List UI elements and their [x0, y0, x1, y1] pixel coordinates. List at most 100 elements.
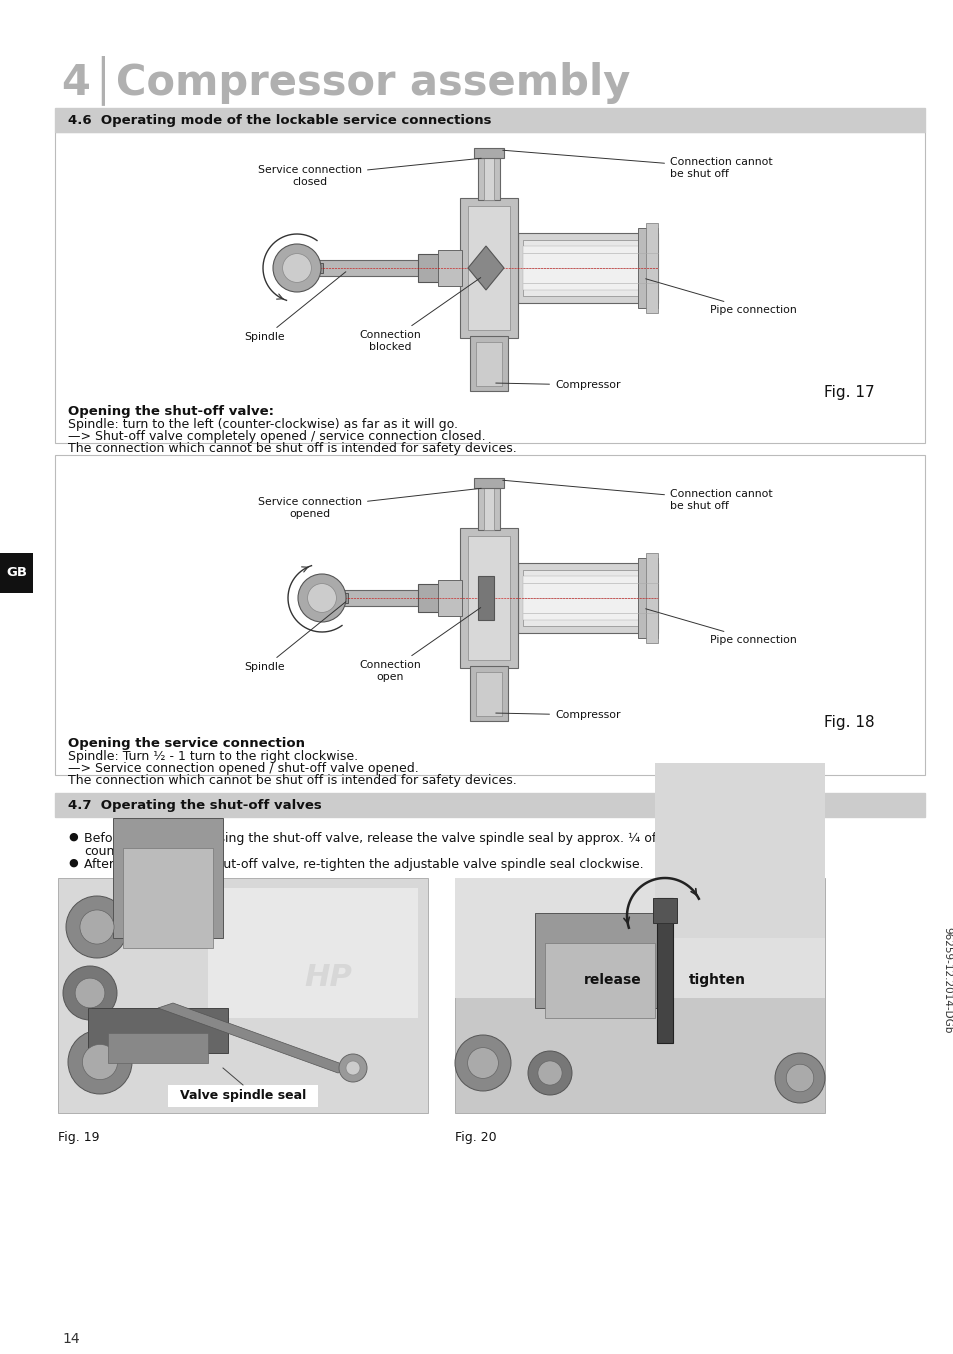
- Circle shape: [455, 1034, 511, 1091]
- Bar: [470, 666, 507, 720]
- Circle shape: [66, 896, 128, 959]
- Bar: [638, 558, 658, 638]
- Bar: [645, 552, 658, 643]
- Text: Service connection
opened: Service connection opened: [257, 489, 480, 519]
- Text: Spindle: Spindle: [244, 272, 346, 343]
- Text: 4.7  Operating the shut-off valves: 4.7 Operating the shut-off valves: [68, 799, 321, 812]
- Circle shape: [82, 1044, 117, 1079]
- Bar: [535, 913, 664, 1007]
- Bar: [483, 150, 494, 200]
- Text: Opening the shut-off valve:: Opening the shut-off valve:: [68, 405, 274, 418]
- Bar: [477, 158, 499, 200]
- Polygon shape: [158, 1003, 353, 1072]
- Bar: [517, 563, 658, 634]
- Bar: [638, 227, 658, 307]
- Bar: [522, 570, 652, 626]
- Bar: [88, 1007, 228, 1053]
- Text: Compressor: Compressor: [496, 709, 619, 720]
- Bar: [476, 672, 501, 716]
- Text: Connection
blocked: Connection blocked: [358, 278, 480, 352]
- Bar: [645, 223, 658, 313]
- Text: Fig. 17: Fig. 17: [823, 385, 874, 399]
- Bar: [468, 536, 510, 659]
- Bar: [652, 898, 677, 923]
- Text: Before opening or closing the shut-off valve, release the valve spindle seal by : Before opening or closing the shut-off v…: [84, 831, 697, 845]
- Text: Fig. 19: Fig. 19: [58, 1131, 99, 1144]
- Text: 4│Compressor assembly: 4│Compressor assembly: [62, 56, 630, 104]
- Text: tighten: tighten: [688, 974, 744, 987]
- Text: Spindle: Spindle: [244, 601, 346, 672]
- Bar: [517, 233, 658, 303]
- Text: Connection cannot
be shut off: Connection cannot be shut off: [502, 481, 772, 510]
- Circle shape: [527, 1051, 572, 1095]
- Text: Connection
open: Connection open: [358, 608, 480, 681]
- Text: Service connection
closed: Service connection closed: [257, 158, 480, 187]
- Bar: [470, 336, 507, 391]
- Text: GB: GB: [6, 566, 27, 580]
- Circle shape: [273, 244, 320, 292]
- Bar: [437, 250, 461, 286]
- Text: 4.6  Operating mode of the lockable service connections: 4.6 Operating mode of the lockable servi…: [68, 114, 491, 127]
- Bar: [208, 888, 417, 1018]
- Bar: [483, 481, 494, 529]
- Bar: [55, 793, 924, 816]
- Circle shape: [346, 1062, 359, 1075]
- Circle shape: [338, 1053, 367, 1082]
- Text: —> Service connection opened / shut-off valve opened.: —> Service connection opened / shut-off …: [68, 762, 418, 774]
- Circle shape: [75, 978, 105, 1007]
- Bar: [123, 848, 213, 948]
- Bar: [474, 148, 503, 158]
- Bar: [417, 584, 459, 612]
- Bar: [455, 877, 824, 1113]
- Circle shape: [282, 253, 311, 283]
- Bar: [474, 478, 503, 487]
- Bar: [417, 255, 459, 282]
- Text: The connection which cannot be shut off is intended for safety devices.: The connection which cannot be shut off …: [68, 441, 517, 455]
- Bar: [168, 1085, 317, 1108]
- Circle shape: [785, 1064, 813, 1091]
- Bar: [112, 818, 223, 938]
- Text: Fig. 18: Fig. 18: [823, 715, 874, 730]
- Circle shape: [774, 1053, 824, 1104]
- Text: HP: HP: [304, 964, 352, 992]
- Text: ●: ●: [68, 831, 77, 842]
- Text: release: release: [583, 974, 641, 987]
- Bar: [455, 877, 824, 998]
- Text: counter-clockwise.: counter-clockwise.: [84, 845, 200, 858]
- Circle shape: [63, 965, 117, 1020]
- Circle shape: [297, 574, 346, 621]
- Text: 14: 14: [62, 1332, 79, 1346]
- Circle shape: [80, 910, 114, 944]
- Bar: [477, 487, 499, 529]
- Bar: [0, 552, 33, 593]
- Bar: [330, 590, 459, 607]
- Text: 96259-12.2014-DGb: 96259-12.2014-DGb: [941, 926, 951, 1033]
- Bar: [476, 343, 501, 386]
- Text: Spindle: turn to the left (counter-clockwise) as far as it will go.: Spindle: turn to the left (counter-clock…: [68, 418, 457, 431]
- Bar: [330, 593, 348, 603]
- Bar: [459, 198, 517, 338]
- Circle shape: [467, 1048, 497, 1078]
- Circle shape: [68, 1030, 132, 1094]
- Bar: [55, 131, 924, 443]
- Bar: [544, 942, 655, 1018]
- Text: Compressor: Compressor: [496, 380, 619, 390]
- Text: Connection cannot
be shut off: Connection cannot be shut off: [502, 150, 772, 179]
- Text: —> Shut-off valve completely opened / service connection closed.: —> Shut-off valve completely opened / se…: [68, 431, 485, 443]
- Text: Fig. 20: Fig. 20: [455, 1131, 497, 1144]
- Bar: [305, 263, 323, 274]
- Text: Spindle: Turn ½ - 1 turn to the right clockwise.: Spindle: Turn ½ - 1 turn to the right cl…: [68, 750, 357, 764]
- Bar: [655, 764, 824, 938]
- Bar: [305, 260, 459, 276]
- Polygon shape: [477, 575, 494, 620]
- Bar: [108, 1033, 208, 1063]
- Bar: [522, 246, 652, 290]
- Bar: [58, 877, 428, 1113]
- Circle shape: [537, 1062, 561, 1085]
- Bar: [468, 206, 510, 330]
- Bar: [522, 240, 652, 297]
- Bar: [522, 575, 652, 620]
- Bar: [657, 898, 672, 1043]
- Text: Pipe connection: Pipe connection: [645, 609, 796, 645]
- Polygon shape: [468, 246, 503, 290]
